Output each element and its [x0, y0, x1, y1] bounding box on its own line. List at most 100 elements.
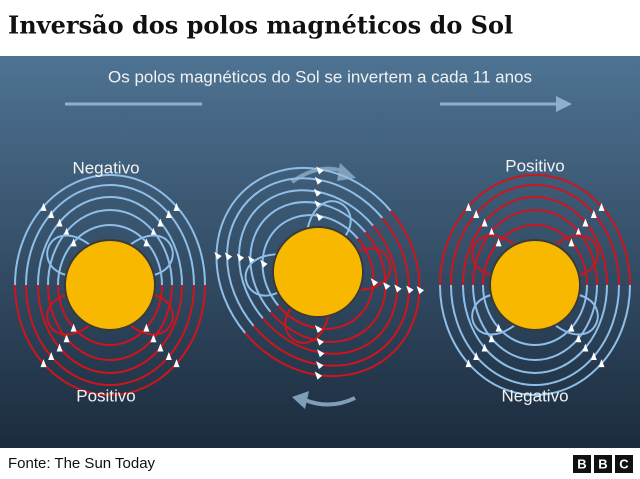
field-line [25, 284, 195, 386]
field-line [472, 209, 598, 286]
field-arrow [150, 227, 157, 236]
pole-label: Negativo [72, 158, 139, 177]
field-line [14, 174, 206, 286]
field-arrow [173, 202, 180, 211]
field-arrow [406, 285, 414, 294]
field-line [37, 284, 183, 374]
field-arrow [316, 349, 325, 358]
field-line [482, 224, 588, 286]
field-line [262, 225, 398, 355]
field-line [450, 284, 620, 386]
field-arrow [63, 334, 70, 343]
field-line [129, 234, 174, 276]
field-arrow [370, 278, 379, 287]
field-arrow [40, 202, 47, 211]
field-line [25, 184, 195, 286]
field-line [244, 253, 279, 297]
field-arrow [157, 343, 164, 352]
arrow-head [292, 391, 309, 409]
title: Inversão dos polos magnéticos do Sol [8, 11, 513, 40]
field-line [462, 284, 608, 374]
field-line [47, 284, 173, 361]
field-line [471, 234, 516, 276]
field-arrow [495, 238, 502, 247]
field-line [462, 196, 608, 286]
field-line [226, 177, 384, 327]
bbc-logo: B B C [573, 455, 633, 473]
logo-box [573, 455, 591, 473]
field-line [244, 210, 421, 378]
field-arrow [314, 324, 323, 334]
field-arrow [236, 253, 245, 262]
field-arrow [260, 259, 268, 268]
field-line [46, 294, 91, 336]
field-arrow [382, 281, 391, 290]
field-arrow [590, 352, 597, 360]
field-line [261, 214, 359, 307]
field-arrow [575, 227, 582, 236]
field-arrow [473, 210, 480, 218]
field-arrow [63, 227, 70, 236]
field-arrow [465, 359, 472, 368]
subtitle: Os polos magnéticos do Sol se invertem a… [108, 67, 532, 86]
field-arrow [575, 334, 582, 343]
logo-box [615, 455, 633, 473]
pole-label: Positivo [505, 156, 565, 175]
field-arrow [568, 323, 575, 332]
arrow-head [556, 96, 572, 112]
field-arrow [598, 359, 605, 368]
logo-letter: B [598, 456, 607, 471]
field-arrow [495, 323, 502, 332]
arrow-head [337, 163, 356, 181]
logo-letter: C [619, 456, 629, 471]
field-line [37, 196, 183, 286]
pole-label: Negativo [501, 386, 568, 405]
field-arrow [481, 343, 488, 352]
field-arrow [70, 323, 77, 332]
field-arrow [157, 218, 164, 227]
field-arrow [582, 218, 589, 227]
field-line [215, 166, 392, 334]
field-line [252, 217, 410, 367]
field-arrow [224, 252, 233, 261]
field-arrow [40, 359, 47, 368]
field-arrow [481, 218, 488, 227]
field-line [284, 307, 330, 344]
rotation-arrow [304, 396, 356, 407]
field-line [47, 209, 173, 286]
field-arrow [314, 371, 323, 380]
field-line [306, 200, 352, 237]
sun [489, 239, 581, 331]
logo-letter: B [577, 456, 586, 471]
field-arrow [488, 227, 495, 236]
field-line [238, 189, 374, 319]
field-line [554, 294, 599, 336]
field-arrow [214, 251, 222, 260]
field-line [14, 284, 206, 396]
field-line [277, 237, 375, 330]
field-line [554, 234, 599, 276]
field-arrow [143, 323, 150, 332]
field-line [249, 201, 367, 313]
sun [64, 239, 156, 331]
field-arrow [173, 359, 180, 368]
field-lines [14, 166, 631, 396]
field-line [439, 174, 631, 286]
field-line [269, 231, 387, 343]
field-arrow [56, 343, 63, 352]
field-arrow [316, 166, 324, 175]
field-arrow [316, 361, 324, 370]
field-arrow [48, 210, 55, 218]
field-arrow [590, 210, 597, 218]
field-line [439, 284, 631, 396]
field-line [472, 284, 598, 361]
field-arrow [568, 238, 575, 247]
field-line [450, 184, 620, 286]
field-arrow [70, 238, 77, 247]
field-arrow [416, 286, 425, 295]
sun-group [14, 174, 206, 396]
field-arrow [488, 334, 495, 343]
field-arrow [143, 238, 150, 247]
